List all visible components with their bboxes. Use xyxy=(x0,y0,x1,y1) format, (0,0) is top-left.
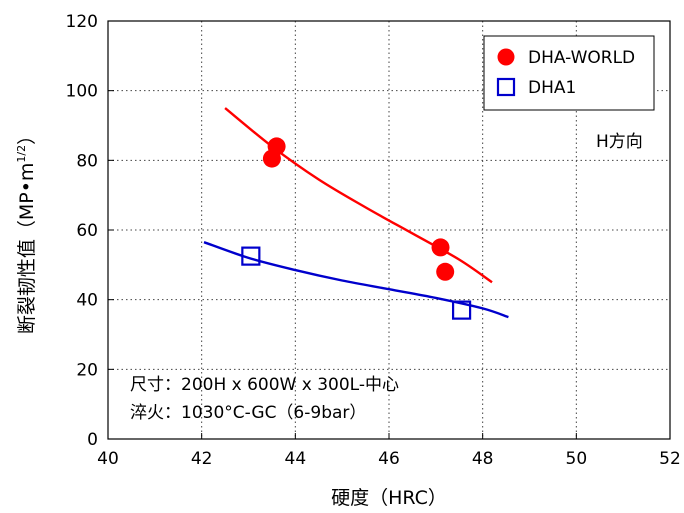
x-tick-label: 44 xyxy=(285,449,307,469)
y-tick-label: 80 xyxy=(76,151,98,171)
fit-curves xyxy=(203,107,509,319)
point-dha-world xyxy=(436,262,455,281)
fit-curve-dha-world xyxy=(224,107,493,284)
point-dha1 xyxy=(241,246,261,266)
y-tick-label: 120 xyxy=(66,12,98,32)
x-tick-label: 46 xyxy=(378,449,400,469)
data-points xyxy=(241,137,472,320)
legend-label-dha-world: DHA-WORLD xyxy=(528,48,635,68)
x-axis-ticks: 40 42 44 46 48 50 52 xyxy=(97,433,681,469)
x-tick-label: 42 xyxy=(191,449,213,469)
legend-label-dha1: DHA1 xyxy=(528,78,576,98)
y-axis-title: 断裂韧性值（MP•m1/2） xyxy=(15,126,38,334)
legend-marker-dha1 xyxy=(496,77,516,97)
direction-annotation: H方向 xyxy=(596,132,643,152)
y-axis-title-sup: 1/2 xyxy=(15,145,28,163)
point-dha-world xyxy=(267,137,286,156)
y-tick-label: 100 xyxy=(66,82,98,102)
x-tick-label: 48 xyxy=(472,449,494,469)
y-axis-ticks: 0 20 40 60 80 100 120 xyxy=(66,12,114,450)
x-axis-title: 硬度（HRC） xyxy=(331,487,447,509)
point-dha-world xyxy=(431,238,450,257)
fit-curve-dha1 xyxy=(203,241,509,319)
x-tick-label: 52 xyxy=(659,449,681,469)
quench-annotation: 淬火：1030°C-GC（6-9bar） xyxy=(130,403,366,423)
x-tick-label: 40 xyxy=(97,449,119,469)
y-axis-title-main: 断裂韧性值（MP•m xyxy=(16,163,38,335)
size-annotation: 尺寸：200H x 600W x 300L-中心 xyxy=(130,375,399,395)
legend: DHA-WORLD DHA1 xyxy=(483,35,655,111)
x-tick-label: 50 xyxy=(566,449,588,469)
y-tick-label: 20 xyxy=(76,360,98,380)
y-tick-label: 0 xyxy=(87,430,98,450)
y-tick-label: 40 xyxy=(76,291,98,311)
legend-marker-dha-world xyxy=(497,48,515,66)
point-dha1 xyxy=(451,300,472,320)
y-axis-title-end: ） xyxy=(16,126,38,145)
y-tick-label: 60 xyxy=(76,221,98,241)
legend-box xyxy=(483,35,655,111)
